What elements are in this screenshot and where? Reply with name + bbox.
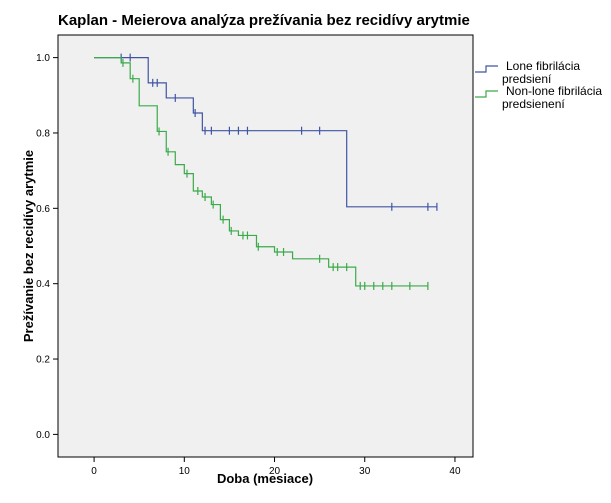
legend-label: Lone fibrilácia (506, 59, 580, 73)
x-tick-label: 30 (359, 466, 371, 477)
y-tick-label: 0.4 (36, 279, 50, 290)
y-tick-label: 0.2 (36, 355, 50, 366)
x-tick-label: 40 (449, 466, 461, 477)
y-axis: 0.0 0.2 0.4 0.6 0.8 1.0 (36, 53, 58, 441)
x-axis: 0 10 20 30 40 (91, 457, 461, 477)
chart-title: Kaplan - Meierova analýza prežívania bez… (58, 12, 470, 29)
legend-label: Non-lone fibrilácia (506, 84, 602, 98)
plot-area (57, 34, 474, 458)
x-axis-label: Doba (mesiace) (217, 471, 313, 486)
legend-label: predsiení (502, 72, 552, 86)
x-tick-label: 0 (91, 466, 97, 477)
y-tick-label: 0.8 (36, 128, 50, 139)
x-tick-label: 20 (269, 466, 281, 477)
survival-curve (94, 57, 428, 287)
x-tick-label: 10 (179, 466, 191, 477)
y-axis-label: Prežívanie bez recidívy arytmie (21, 150, 36, 342)
legend-label: predsienení (502, 97, 565, 111)
survival-curve (94, 57, 437, 208)
y-tick-label: 1.0 (36, 53, 50, 64)
y-tick-label: 0.0 (36, 430, 50, 441)
series-layer (94, 53, 438, 290)
legend-swatch (475, 90, 498, 98)
series-1 (94, 53, 438, 211)
series-2 (94, 57, 429, 290)
y-tick-label: 0.6 (36, 204, 50, 215)
legend-swatch (475, 65, 498, 73)
